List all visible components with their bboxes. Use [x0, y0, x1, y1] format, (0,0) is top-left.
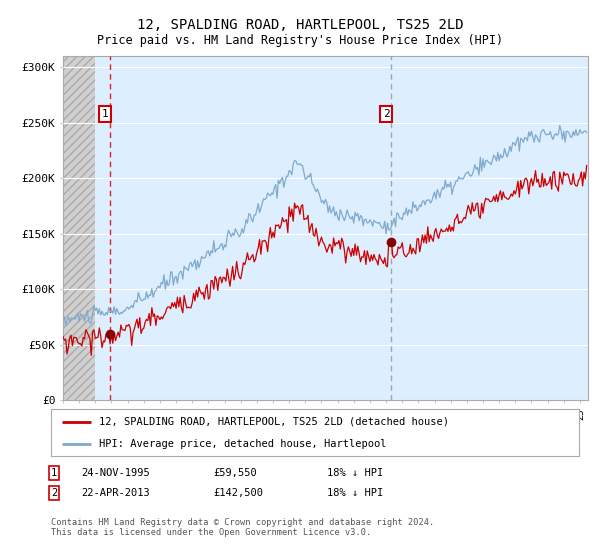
Text: 1: 1	[101, 109, 109, 119]
Bar	[63, 56, 95, 400]
Text: £59,550: £59,550	[213, 468, 257, 478]
Text: Price paid vs. HM Land Registry's House Price Index (HPI): Price paid vs. HM Land Registry's House …	[97, 34, 503, 47]
Text: 2: 2	[51, 488, 57, 498]
Text: 22-APR-2013: 22-APR-2013	[81, 488, 150, 498]
Text: 1: 1	[51, 468, 57, 478]
Text: Contains HM Land Registry data © Crown copyright and database right 2024.
This d: Contains HM Land Registry data © Crown c…	[51, 518, 434, 538]
Text: 12, SPALDING ROAD, HARTLEPOOL, TS25 2LD: 12, SPALDING ROAD, HARTLEPOOL, TS25 2LD	[137, 18, 463, 32]
Text: 2: 2	[383, 109, 389, 119]
Text: £142,500: £142,500	[213, 488, 263, 498]
Text: 12, SPALDING ROAD, HARTLEPOOL, TS25 2LD (detached house): 12, SPALDING ROAD, HARTLEPOOL, TS25 2LD …	[98, 417, 449, 427]
Text: 18% ↓ HPI: 18% ↓ HPI	[327, 488, 383, 498]
Text: 18% ↓ HPI: 18% ↓ HPI	[327, 468, 383, 478]
Text: HPI: Average price, detached house, Hartlepool: HPI: Average price, detached house, Hart…	[98, 438, 386, 449]
Text: 24-NOV-1995: 24-NOV-1995	[81, 468, 150, 478]
